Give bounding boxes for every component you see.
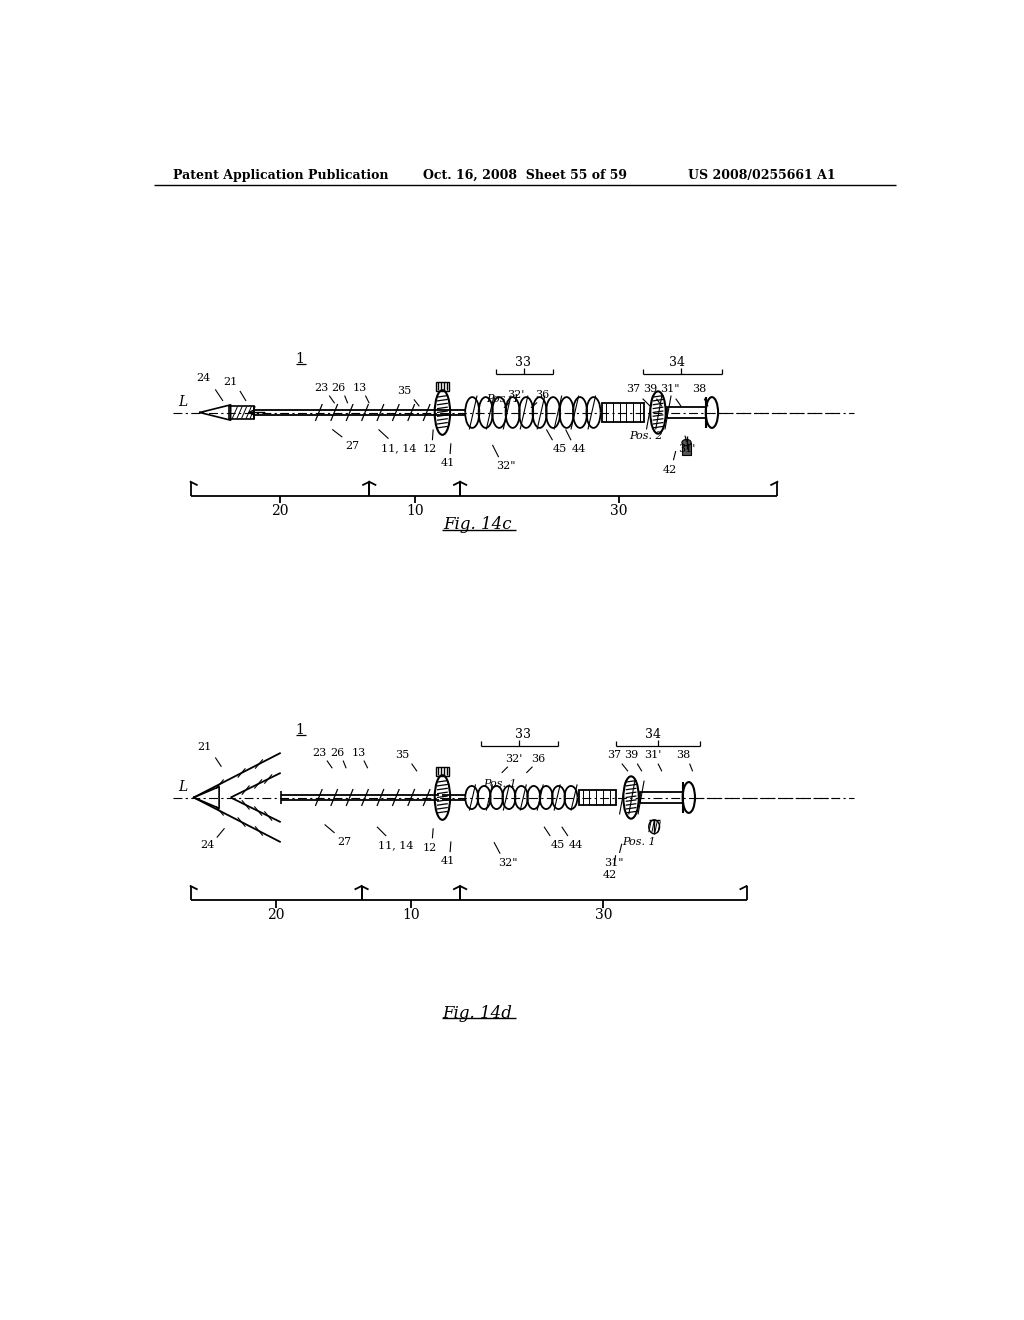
Text: Pos. 1: Pos. 1 [622, 837, 655, 847]
Text: 31": 31" [604, 858, 624, 869]
Text: 41: 41 [440, 857, 455, 866]
Text: 44: 44 [568, 841, 583, 850]
Text: 12: 12 [422, 842, 436, 853]
Text: 36: 36 [531, 754, 546, 764]
Text: 32": 32" [498, 858, 517, 869]
Text: 10: 10 [406, 504, 424, 517]
Text: 11, 14: 11, 14 [379, 841, 414, 850]
Text: 44: 44 [571, 445, 586, 454]
Text: 38: 38 [691, 384, 706, 395]
Text: 37: 37 [607, 750, 622, 760]
Bar [579, 789, 615, 805]
Text: 21: 21 [223, 376, 238, 387]
Text: 1: 1 [296, 351, 304, 366]
Text: 39: 39 [643, 384, 657, 395]
Text: 39: 39 [624, 750, 638, 760]
Text: 10: 10 [402, 908, 420, 923]
Text: 24: 24 [201, 841, 215, 850]
Bar [682, 442, 691, 455]
Text: 26: 26 [330, 748, 344, 758]
Text: Fig. 14c: Fig. 14c [442, 516, 511, 533]
Text: 33: 33 [515, 727, 531, 741]
Text: 35: 35 [395, 750, 410, 760]
Text: 13: 13 [351, 748, 366, 758]
Bar [640, 792, 683, 803]
Text: 23: 23 [314, 383, 329, 393]
Text: 27: 27 [338, 837, 351, 847]
Text: 23: 23 [312, 748, 327, 758]
Text: 33: 33 [515, 356, 531, 370]
Text: 42: 42 [602, 870, 616, 879]
Bar [436, 767, 449, 776]
Text: 11, 14: 11, 14 [381, 444, 417, 453]
Bar [668, 407, 706, 418]
Text: Pos. 1: Pos. 1 [486, 393, 520, 404]
Text: 38: 38 [676, 750, 690, 760]
Text: 42: 42 [663, 465, 677, 475]
Text: L: L [178, 395, 187, 409]
Bar [436, 381, 449, 391]
Text: Patent Application Publication: Patent Application Publication [173, 169, 388, 182]
Text: 32': 32' [507, 389, 524, 400]
Text: 21: 21 [198, 742, 212, 752]
Text: 34: 34 [645, 727, 660, 741]
Text: 20: 20 [271, 504, 289, 517]
Text: 20: 20 [267, 908, 285, 923]
Text: 37: 37 [627, 384, 640, 395]
Text: 34: 34 [670, 356, 685, 370]
Text: Pos. 2: Pos. 2 [630, 430, 664, 441]
Text: 26: 26 [332, 383, 345, 393]
Text: 41: 41 [440, 458, 455, 469]
Text: 45: 45 [551, 841, 565, 850]
Bar [602, 404, 644, 422]
Text: Pos. 1: Pos. 1 [483, 779, 517, 788]
Text: 24: 24 [197, 372, 211, 383]
Ellipse shape [682, 440, 691, 446]
Text: 32": 32" [497, 462, 516, 471]
Text: L: L [178, 780, 187, 793]
Text: 12: 12 [422, 445, 436, 454]
Text: US 2008/0255661 A1: US 2008/0255661 A1 [688, 169, 836, 182]
Text: 1: 1 [296, 723, 304, 737]
Text: 32': 32' [505, 754, 522, 764]
Text: 36: 36 [536, 389, 550, 400]
Text: 31': 31' [678, 445, 695, 454]
Text: Fig. 14d: Fig. 14d [442, 1005, 512, 1022]
Text: Oct. 16, 2008  Sheet 55 of 59: Oct. 16, 2008 Sheet 55 of 59 [423, 169, 627, 182]
Text: 13: 13 [353, 383, 368, 393]
Bar [229, 407, 254, 418]
Text: 35: 35 [396, 385, 411, 396]
Text: 45: 45 [553, 445, 567, 454]
Text: 31": 31" [659, 384, 679, 395]
Text: 30: 30 [610, 504, 628, 517]
Text: 30: 30 [595, 908, 612, 923]
Text: 31': 31' [644, 750, 662, 760]
Text: 27: 27 [345, 441, 359, 451]
